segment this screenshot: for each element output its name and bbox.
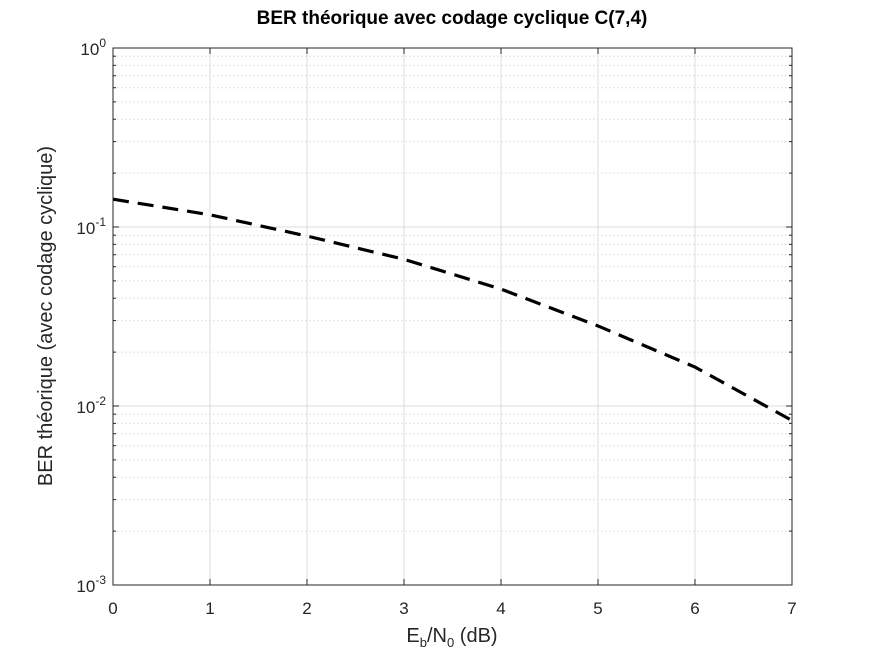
x-tick-label: 7 (787, 599, 796, 618)
grid (112, 47, 793, 586)
y-tick-label: 10-2 (76, 394, 106, 417)
x-tick-label: 3 (399, 599, 408, 618)
axes-background (113, 48, 792, 585)
y-tick-label: 100 (80, 36, 106, 59)
ticks: 0 1 2 3 4 5 6 7 100 10-1 10-2 10-3 (76, 36, 796, 618)
x-tick-label: 5 (593, 599, 602, 618)
y-tick-label: 10-1 (76, 215, 106, 238)
x-axis-label: Eb/N0 (dB) (406, 625, 497, 650)
x-tick-label: 1 (205, 599, 214, 618)
series-layer (112, 197, 793, 422)
y-axis-label: BER théorique (avec codage cyclique) (35, 146, 57, 486)
x-label-slash-n: /N (427, 625, 447, 647)
y-tick-label: 10-3 (76, 573, 106, 596)
x-label-sub-b: b (420, 635, 427, 650)
series-line-0 (112, 197, 793, 422)
x-label-unit: (dB) (454, 625, 497, 647)
x-tick-label: 6 (690, 599, 699, 618)
x-label-e: E (406, 625, 419, 647)
x-tick-label: 0 (108, 599, 117, 618)
x-label-sub-0: 0 (447, 635, 454, 650)
x-tick-label: 2 (302, 599, 311, 618)
chart-title: BER théorique avec codage cyclique C(7,4… (257, 8, 648, 29)
x-tick-label: 4 (496, 599, 505, 618)
axes-box (112, 47, 793, 586)
